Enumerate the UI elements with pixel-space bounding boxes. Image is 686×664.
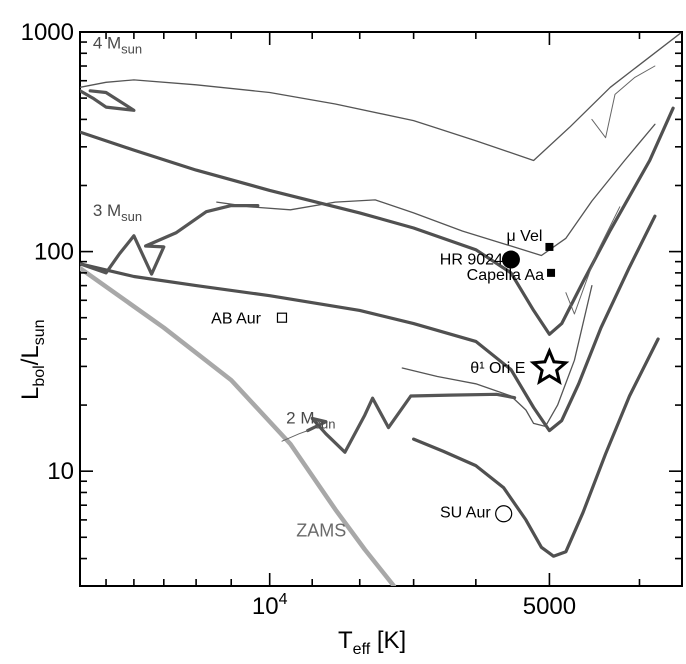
- y-tick-label: 1000: [21, 19, 74, 46]
- series-3-msun-loop: [80, 204, 260, 276]
- x-tick-label: 104: [252, 591, 288, 620]
- star-label-1-ori-e: θ¹ Ori E: [470, 360, 525, 377]
- y-tick-label: 100: [34, 239, 74, 266]
- series-2-msun-loop-thin: [281, 430, 309, 442]
- mass-label-3-m: 3 Msun: [93, 201, 142, 224]
- series-2-msun-post-zams: [412, 337, 660, 558]
- series-3-msun-pre-zams: [216, 123, 656, 257]
- star-marker-vel: [545, 242, 554, 251]
- mass-label-2-m: 2 Msun: [286, 408, 335, 431]
- series-2-msun-loop: [306, 392, 517, 454]
- star-marker-1-ori-e: [529, 347, 570, 385]
- star-label-vel: μ Vel: [507, 228, 543, 245]
- axis-ticks: 10 100 1000 104 5000: [21, 19, 682, 620]
- star-markers-layer: [276, 242, 570, 523]
- y-axis-label-sub1: bol: [31, 365, 48, 386]
- zams-label: ZAMS: [296, 520, 346, 540]
- track-series-layer: [80, 32, 682, 586]
- series-4-msun-post-zams: [80, 106, 675, 336]
- x-axis-label: Teff [K]: [338, 627, 406, 658]
- star-marker-ab-aur: [276, 312, 288, 323]
- y-axis-label-mid: /L: [17, 345, 44, 365]
- y-axis-label-sub2: sun: [31, 319, 48, 345]
- star-label-hr-9024: HR 9024: [440, 252, 503, 269]
- x-axis-label-main: T: [338, 627, 353, 654]
- mass-label-4-m: 4 Msun: [93, 34, 142, 57]
- x-tick-label: 5000: [523, 593, 576, 620]
- plot-frame: [79, 31, 683, 587]
- series-zams: [80, 265, 397, 586]
- series-4-msun-pre-zams: [80, 32, 682, 162]
- star-label-capella-aa: Capella Aa: [467, 267, 544, 284]
- y-axis-label-main: L: [17, 387, 44, 400]
- star-label-su-aur: SU Aur: [440, 505, 491, 522]
- series-4-msun-blue-loop-thin: [591, 65, 656, 139]
- y-tick-label: 10: [47, 458, 74, 485]
- x-axis-label-unit: [K]: [370, 627, 406, 654]
- star-marker-su-aur: [495, 505, 513, 523]
- star-marker-hr-9024: [501, 250, 520, 269]
- series-3-msun-post-zams: [80, 214, 657, 433]
- star-marker-capella-aa: [547, 268, 556, 277]
- y-axis-label: Lbol/Lsun: [17, 319, 48, 400]
- star-label-ab-aur: AB Aur: [211, 311, 261, 328]
- series-3-msun-blue-loop-thin: [565, 206, 621, 315]
- x-axis-label-sub: eff: [353, 641, 371, 658]
- series-2-msun-pre-zams: [401, 284, 593, 428]
- series-4-msun-loop: [80, 89, 136, 112]
